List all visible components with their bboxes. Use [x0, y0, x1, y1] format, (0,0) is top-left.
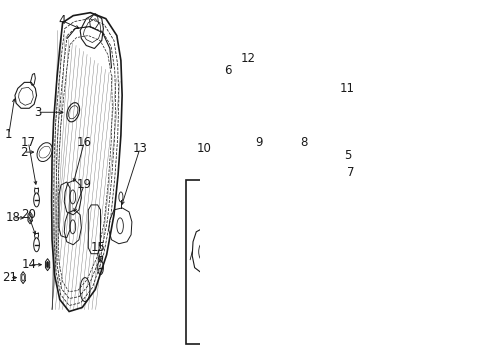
- Text: 17: 17: [21, 136, 36, 149]
- Text: 7: 7: [346, 166, 354, 179]
- Text: 6: 6: [224, 64, 231, 77]
- Text: 2: 2: [20, 145, 27, 159]
- Circle shape: [47, 262, 49, 268]
- Text: 5: 5: [344, 149, 351, 162]
- Circle shape: [291, 301, 294, 309]
- Text: 8: 8: [300, 136, 308, 149]
- Text: 3: 3: [34, 106, 41, 119]
- Text: 21: 21: [2, 271, 17, 284]
- Text: 4: 4: [58, 14, 66, 27]
- Text: 18: 18: [5, 211, 21, 224]
- Text: 11: 11: [340, 82, 355, 95]
- Circle shape: [226, 129, 228, 135]
- Text: 13: 13: [133, 141, 147, 155]
- Text: 15: 15: [90, 241, 105, 254]
- Text: 10: 10: [197, 141, 212, 155]
- Text: 14: 14: [22, 258, 37, 271]
- Text: 19: 19: [77, 179, 92, 192]
- Circle shape: [243, 95, 245, 101]
- Text: 20: 20: [21, 208, 36, 221]
- Text: 9: 9: [256, 136, 263, 149]
- Text: 1: 1: [5, 128, 13, 141]
- Circle shape: [293, 91, 296, 99]
- Text: 12: 12: [241, 52, 256, 65]
- Text: 16: 16: [77, 136, 92, 149]
